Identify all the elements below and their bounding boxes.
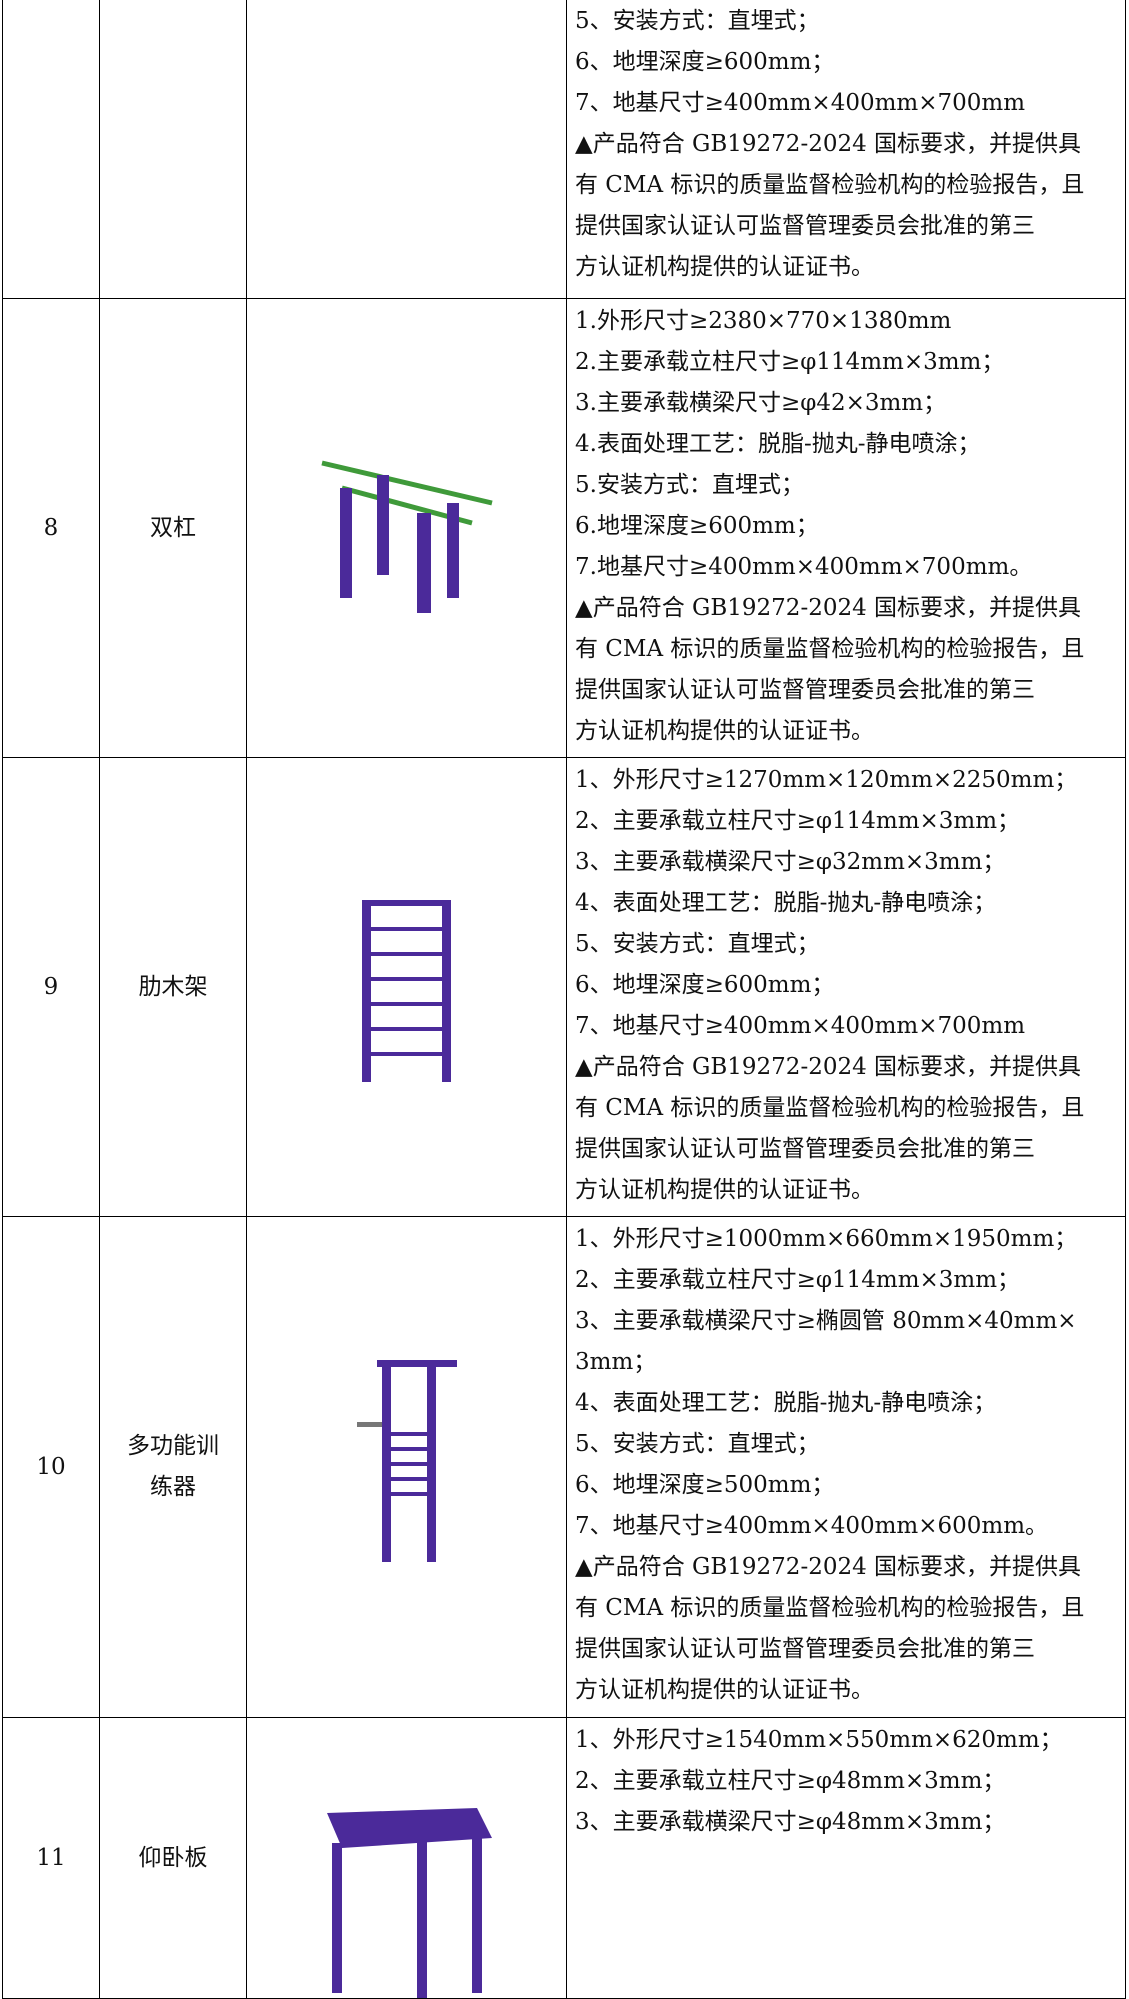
item-name: 多功能训练器 (99, 1216, 247, 1718)
spec-line: 7、地基尺寸≥400mm×400mm×600mm。 (575, 1513, 1049, 1539)
item-spec: 1、外形尺寸≥1000mm×660mm×1950mm； 2、主要承载立柱尺寸≥φ1… (566, 1216, 1126, 1718)
table-row: 9 肋木架 1、外形尺寸≥1270mm×120mm×2250mm； 2、主要承载立柱… (2, 757, 1126, 1217)
item-image (246, 0, 567, 299)
spec-line: 5.安装方式：直埋式； (575, 472, 804, 498)
spec-line: 7、地基尺寸≥400mm×400mm×700mm (575, 1013, 1026, 1039)
row-number: 11 (2, 1717, 100, 1999)
spec-line: 2、主要承载立柱尺寸≥φ114mm×3mm； (575, 1267, 1021, 1293)
spec-line: 提供国家认证认可监督管理委员会批准的第三 (575, 1136, 1035, 1162)
spec-line: 4.表面处理工艺：脱脂-抛丸-静电喷涂； (575, 431, 981, 457)
equipment-image (326, 1808, 492, 1998)
spec-line: 方认证机构提供的认证证书。 (575, 1677, 874, 1703)
item-spec: 5、安装方式：直埋式； 6、地埋深度≥600mm； 7、地基尺寸≥400mm×400… (566, 0, 1126, 299)
spec-line: 6、地埋深度≥600mm； (575, 972, 835, 998)
spec-line: 6、地埋深度≥600mm； (575, 49, 835, 75)
spec-line: 4、表面处理工艺：脱脂-抛丸-静电喷涂； (575, 890, 997, 916)
spec-line: 2、主要承载立柱尺寸≥φ114mm×3mm； (575, 808, 1021, 834)
spec-line: 7.地基尺寸≥400mm×400mm×700mm。 (575, 554, 1033, 580)
item-spec: 1.外形尺寸≥2380×770×1380mm 2.主要承载立柱尺寸≥φ114mm×… (566, 298, 1126, 758)
spec-line: 有 CMA 标识的质量监督检验机构的检验报告，且 (575, 636, 1085, 662)
spec-line: ▲产品符合 GB19272-2024 国标要求，并提供具 (575, 1054, 1082, 1080)
table-row: 10 多功能训练器 1、外形尺寸≥1000mm×660mm×1950mm； 2、主要… (2, 1216, 1126, 1718)
equipment-image (356, 1360, 457, 1562)
row-number (2, 0, 100, 299)
item-image (246, 1717, 567, 1999)
spec-line: 5、安装方式：直埋式； (575, 8, 820, 34)
item-spec: 1、外形尺寸≥1270mm×120mm×2250mm； 2、主要承载立柱尺寸≥φ1… (566, 757, 1126, 1217)
spec-line: ▲产品符合 GB19272-2024 国标要求，并提供具 (575, 595, 1082, 621)
item-image (246, 1216, 567, 1718)
spec-line: 有 CMA 标识的质量监督检验机构的检验报告，且 (575, 172, 1085, 198)
spec-line: 3、主要承载横梁尺寸≥椭圆管 80mm×40mm× (575, 1308, 1077, 1334)
item-image (246, 298, 567, 758)
equipment-image (361, 900, 451, 1082)
spec-line: 2.主要承载立柱尺寸≥φ114mm×3mm； (575, 349, 1005, 375)
spec-line: 5、安装方式：直埋式； (575, 931, 820, 957)
spec-line: 5、安装方式：直埋式； (575, 1431, 820, 1457)
spec-line: 3mm； (575, 1349, 657, 1375)
spec-line: 方认证机构提供的认证证书。 (575, 254, 874, 280)
spec-line: 1、外形尺寸≥1270mm×120mm×2250mm； (575, 767, 1078, 793)
row-number: 10 (2, 1216, 100, 1718)
table-row: 11 仰卧板 1、外形尺寸≥1540mm×550mm×620mm； 2、主要承载立柱尺… (2, 1717, 1126, 1999)
spec-line: 提供国家认证认可监督管理委员会批准的第三 (575, 677, 1035, 703)
spec-line: 方认证机构提供的认证证书。 (575, 1177, 874, 1203)
row-number: 9 (2, 757, 100, 1217)
spec-line: 方认证机构提供的认证证书。 (575, 718, 874, 744)
spec-line: 2、主要承载立柱尺寸≥φ48mm×3mm； (575, 1768, 1006, 1794)
spec-line: 1、外形尺寸≥1000mm×660mm×1950mm； (575, 1226, 1078, 1252)
item-name: 双杠 (99, 298, 247, 758)
equipment-image (320, 460, 493, 613)
table-row: 5、安装方式：直埋式； 6、地埋深度≥600mm； 7、地基尺寸≥400mm×400… (2, 0, 1126, 299)
spec-line: 6、地埋深度≥500mm； (575, 1472, 835, 1498)
spec-line: 3、主要承载横梁尺寸≥φ32mm×3mm； (575, 849, 1006, 875)
spec-line: 1.外形尺寸≥2380×770×1380mm (575, 308, 952, 334)
spec-line: 有 CMA 标识的质量监督检验机构的检验报告，且 (575, 1095, 1085, 1121)
spec-line: 4、表面处理工艺：脱脂-抛丸-静电喷涂； (575, 1390, 997, 1416)
item-name: 仰卧板 (99, 1717, 247, 1999)
spec-line: 3、主要承载横梁尺寸≥φ48mm×3mm； (575, 1809, 1006, 1835)
spec-line: 6.地埋深度≥600mm； (575, 513, 819, 539)
item-name (99, 0, 247, 299)
spec-line: ▲产品符合 GB19272-2024 国标要求，并提供具 (575, 1554, 1082, 1580)
spec-line: 提供国家认证认可监督管理委员会批准的第三 (575, 1636, 1035, 1662)
table-row: 8 双杠 1.外形尺寸≥2380×770×1380mm 2.主要承载立柱尺寸≥φ11… (2, 298, 1126, 758)
spec-line: 有 CMA 标识的质量监督检验机构的检验报告，且 (575, 1595, 1085, 1621)
spec-line: 提供国家认证认可监督管理委员会批准的第三 (575, 213, 1035, 239)
row-number: 8 (2, 298, 100, 758)
spec-line: 1、外形尺寸≥1540mm×550mm×620mm； (575, 1727, 1063, 1753)
item-name: 肋木架 (99, 757, 247, 1217)
item-spec: 1、外形尺寸≥1540mm×550mm×620mm； 2、主要承载立柱尺寸≥φ48… (566, 1717, 1126, 1999)
spec-line: 3.主要承载横梁尺寸≥φ42×3mm； (575, 390, 947, 416)
item-image (246, 757, 567, 1217)
spec-line: ▲产品符合 GB19272-2024 国标要求，并提供具 (575, 131, 1082, 157)
spec-line: 7、地基尺寸≥400mm×400mm×700mm (575, 90, 1026, 116)
